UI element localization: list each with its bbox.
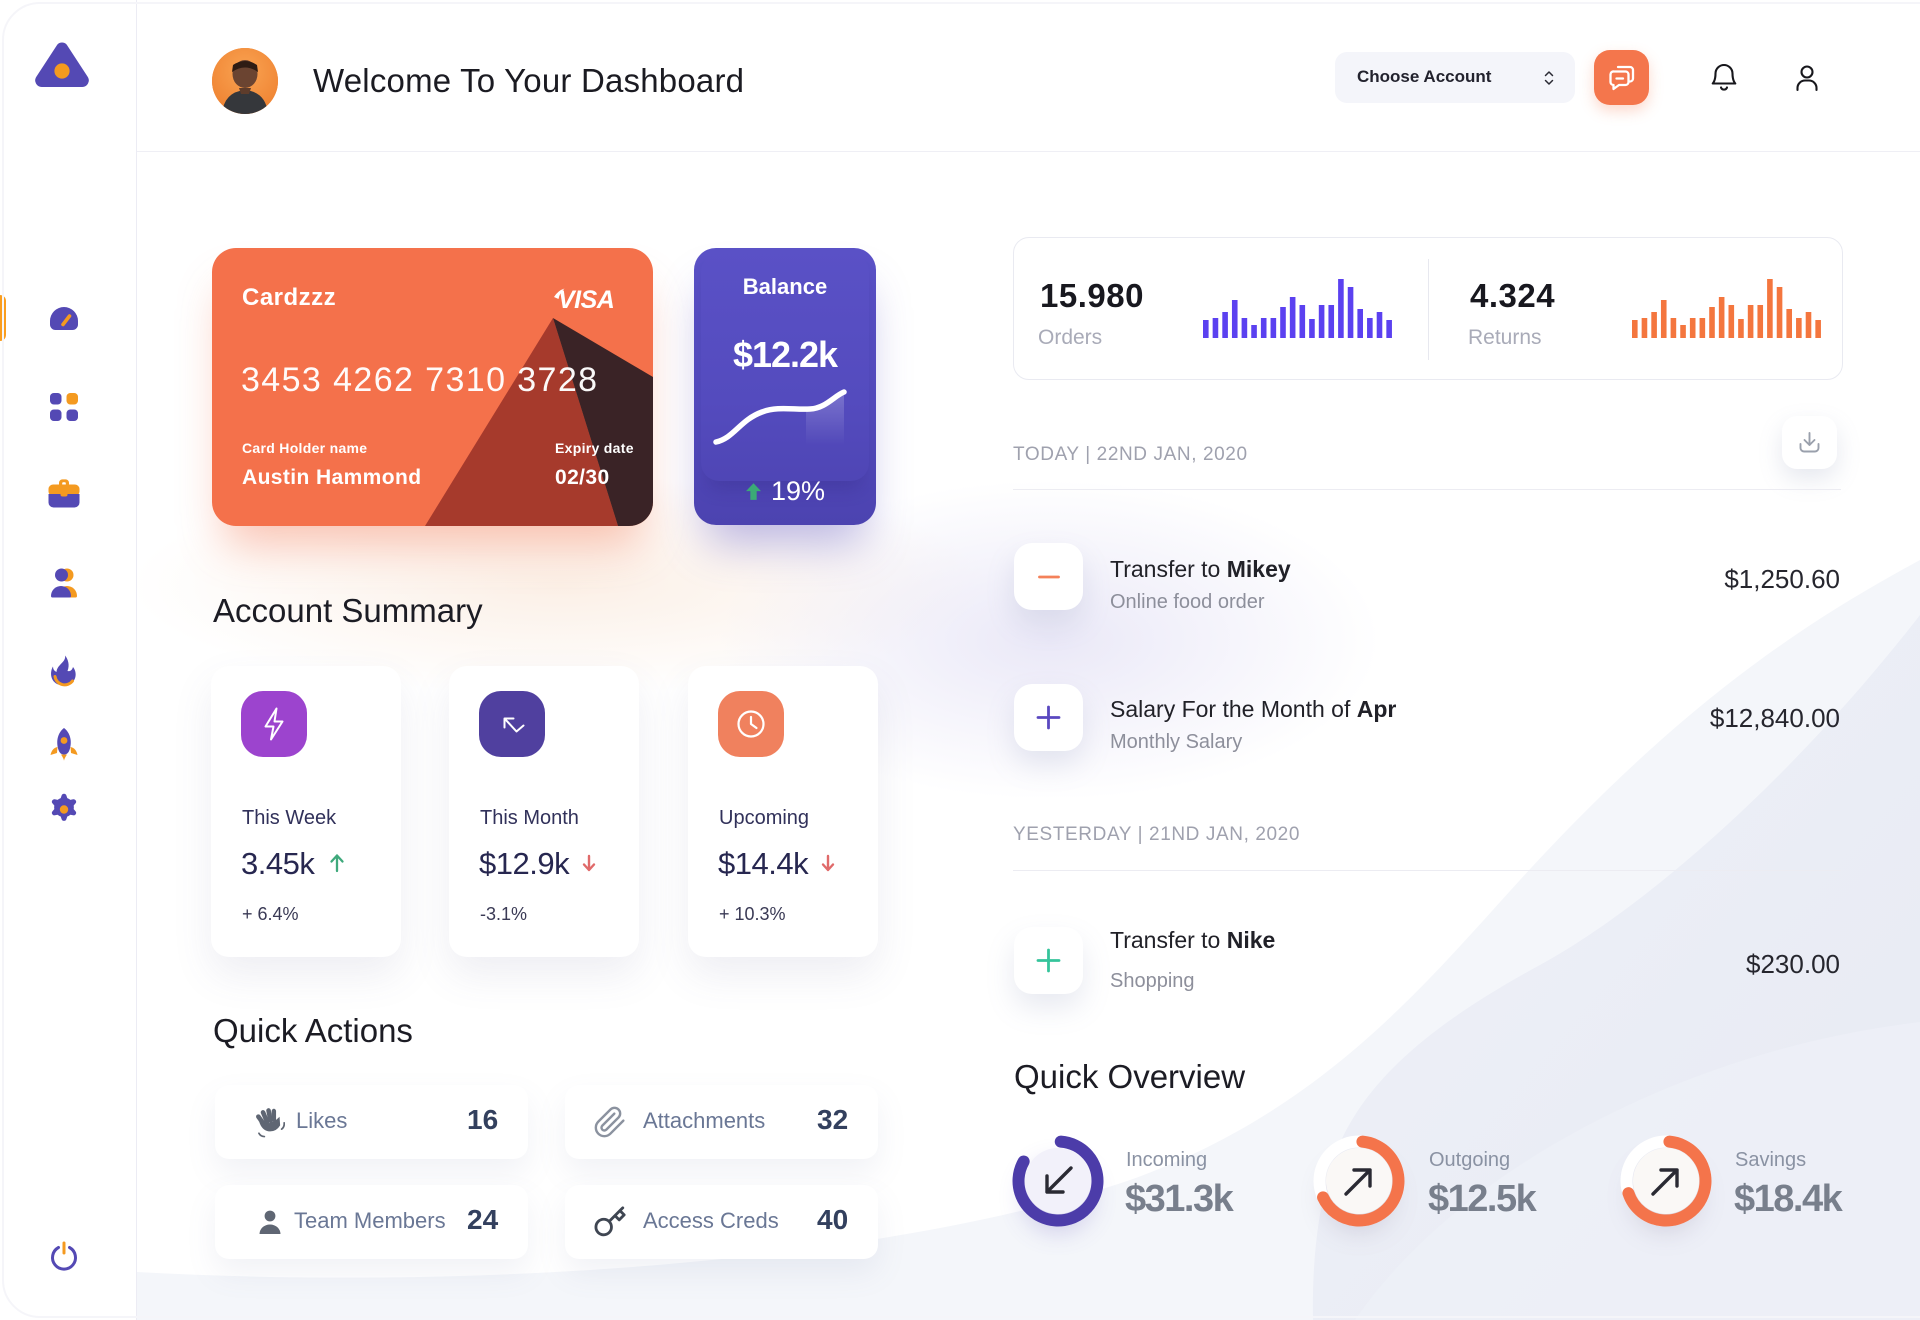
svg-text:VISA: VISA [558, 287, 614, 313]
